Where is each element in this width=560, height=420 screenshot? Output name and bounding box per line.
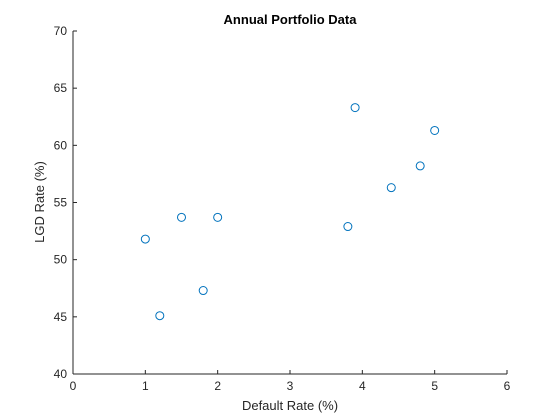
x-tick-label: 4 bbox=[359, 379, 366, 393]
data-point bbox=[430, 125, 440, 135]
data-point bbox=[177, 212, 186, 222]
x-tick-label: 3 bbox=[287, 379, 294, 393]
y-tick-label: 40 bbox=[54, 367, 68, 381]
data-point bbox=[386, 183, 396, 193]
y-tick-label: 45 bbox=[54, 310, 68, 324]
chart-title: Annual Portfolio Data bbox=[224, 12, 358, 27]
data-points bbox=[140, 103, 440, 321]
x-axis-label: Default Rate (%) bbox=[242, 398, 338, 413]
data-point bbox=[350, 103, 360, 113]
data-point bbox=[155, 311, 165, 321]
data-point bbox=[415, 161, 425, 171]
y-tick-label: 50 bbox=[54, 253, 68, 267]
y-axis-label: LGD Rate (%) bbox=[32, 161, 47, 243]
x-tick-label: 5 bbox=[431, 379, 438, 393]
y-tick-label: 55 bbox=[54, 196, 68, 210]
x-axis-ticks: 0 1 2 3 4 5 6 bbox=[70, 370, 511, 393]
data-point bbox=[198, 286, 208, 296]
x-tick-label: 2 bbox=[214, 379, 221, 393]
data-point bbox=[213, 212, 223, 222]
data-point bbox=[140, 234, 150, 244]
y-axis-ticks: 40 45 50 55 60 65 70 bbox=[54, 24, 77, 381]
x-tick-label: 6 bbox=[504, 379, 511, 393]
data-point bbox=[343, 222, 353, 232]
y-tick-label: 70 bbox=[54, 24, 68, 38]
x-tick-label: 0 bbox=[70, 379, 77, 393]
axes-frame bbox=[72, 31, 507, 375]
x-tick-label: 1 bbox=[142, 379, 149, 393]
y-tick-label: 65 bbox=[54, 81, 68, 95]
y-tick-label: 60 bbox=[54, 138, 68, 152]
